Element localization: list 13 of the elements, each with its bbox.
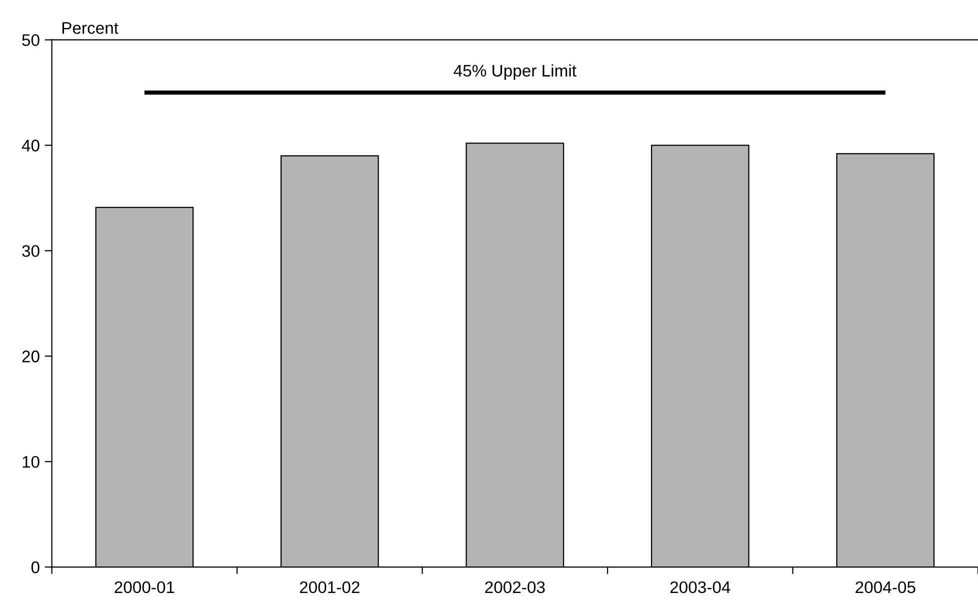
y-axis-title: Percent	[62, 22, 118, 34]
y-tick-label: 30	[22, 245, 40, 257]
ref-line-label: 45% Upper Limit	[454, 64, 576, 80]
y-tick-label: 10	[22, 456, 40, 468]
x-tick-label: 2000-01	[114, 581, 174, 594]
x-tick-label: 2002-03	[485, 581, 545, 594]
x-tick-label: 2003-04	[670, 581, 730, 594]
y-tick-label: 50	[22, 34, 40, 46]
x-tick-label: 2001-02	[300, 581, 360, 594]
y-tick-label: 0	[31, 561, 40, 574]
y-tick-label: 20	[22, 350, 40, 362]
x-tick-label: 2004-05	[856, 581, 916, 594]
y-tick-label: 40	[22, 140, 40, 152]
